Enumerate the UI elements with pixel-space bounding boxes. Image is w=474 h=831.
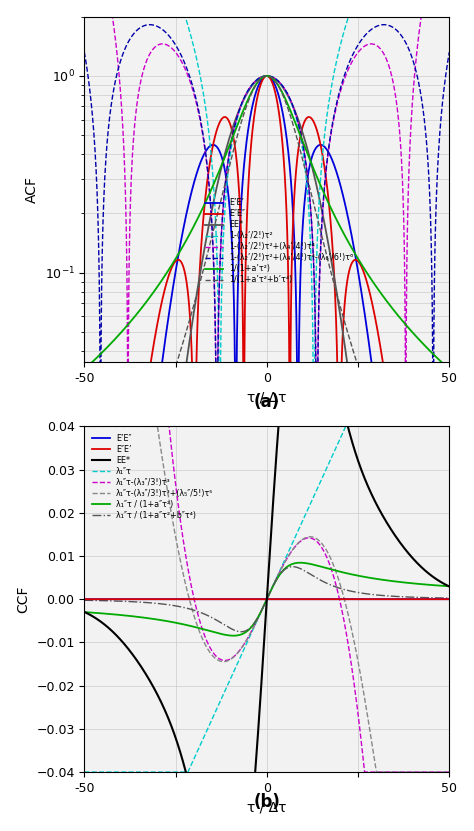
X-axis label: τ / Δτ: τ / Δτ bbox=[247, 391, 286, 405]
Legend: E’E’, E″E″, EE*, 1-(λ₂’/2!)τ², 1-(λ₂’/2!)τ²+(λ₄’/4!)τ⁴, 1-(λ₂’/2!)τ²+(λ₄’/4!)τ⁴-: E’E’, E″E″, EE*, 1-(λ₂’/2!)τ², 1-(λ₂’/2!… bbox=[205, 199, 354, 284]
Y-axis label: CCF: CCF bbox=[17, 586, 31, 613]
Text: (b): (b) bbox=[254, 793, 280, 810]
X-axis label: τ / Δτ: τ / Δτ bbox=[247, 800, 286, 814]
Legend: E’E″, E″E’, EE*, λ₁″τ, λ₁″τ-(λ₃″/3!)τ³, λ₁″τ-(λ₃″/3!)τ³+(λ₅″/5!)τ⁵, λ₁″τ / (1+a″: E’E″, E″E’, EE*, λ₁″τ, λ₁″τ-(λ₃″/3!)τ³, … bbox=[92, 434, 214, 520]
Text: (a): (a) bbox=[254, 393, 280, 411]
Y-axis label: ACF: ACF bbox=[25, 176, 39, 203]
